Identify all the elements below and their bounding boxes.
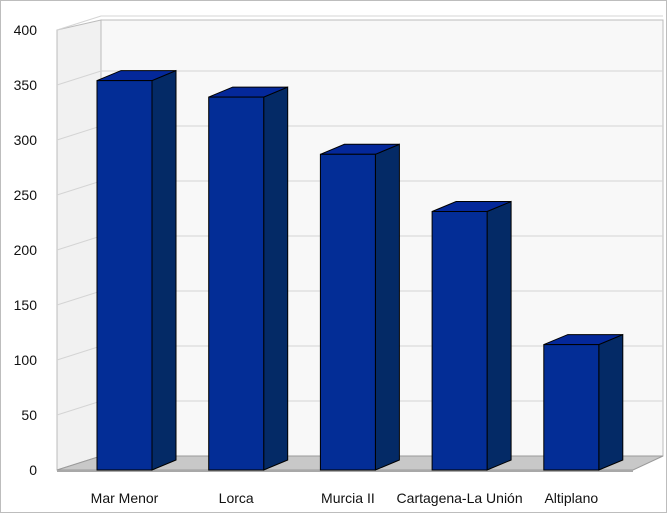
y-tick-label: 150 — [14, 297, 38, 313]
y-tick-label: 200 — [14, 242, 38, 258]
y-axis: 0 50 100 150 200 250 300 350 400 — [14, 22, 38, 478]
chart-floor-edge — [57, 470, 633, 472]
x-category-label: Murcia II — [321, 490, 375, 506]
bar-front — [543, 344, 600, 471]
bar — [96, 69, 177, 471]
bar-side — [486, 200, 512, 471]
y-tick-label: 0 — [29, 462, 37, 478]
bar-front — [319, 153, 376, 471]
left-wall — [56, 19, 102, 471]
y-tick-label: 100 — [14, 352, 38, 368]
bar-front — [431, 211, 488, 471]
chart-bars — [96, 69, 624, 471]
y-tick-label: 250 — [14, 187, 38, 203]
y-tick-label: 400 — [14, 22, 38, 38]
y-tick-label: 50 — [21, 407, 37, 423]
bar-side — [263, 86, 289, 471]
bar-front — [96, 80, 153, 471]
bar-side — [598, 333, 624, 471]
y-tick-label: 350 — [14, 77, 38, 93]
bar-side — [151, 69, 177, 471]
x-category-label: Cartagena-La Unión — [397, 490, 523, 506]
y-tick-label: 300 — [14, 132, 38, 148]
gridline — [56, 15, 663, 31]
bar — [319, 143, 400, 471]
bar — [208, 86, 289, 471]
x-category-label: Altiplano — [544, 490, 598, 506]
bar — [543, 333, 624, 471]
x-axis: Mar Menor Lorca Murcia II Cartagena-La Unió… — [91, 490, 599, 506]
bar-front — [208, 96, 265, 471]
gridline — [56, 70, 663, 86]
bar — [431, 200, 512, 471]
x-category-label: Lorca — [219, 490, 254, 506]
bar-side — [374, 143, 400, 471]
x-category-label: Mar Menor — [91, 490, 159, 506]
